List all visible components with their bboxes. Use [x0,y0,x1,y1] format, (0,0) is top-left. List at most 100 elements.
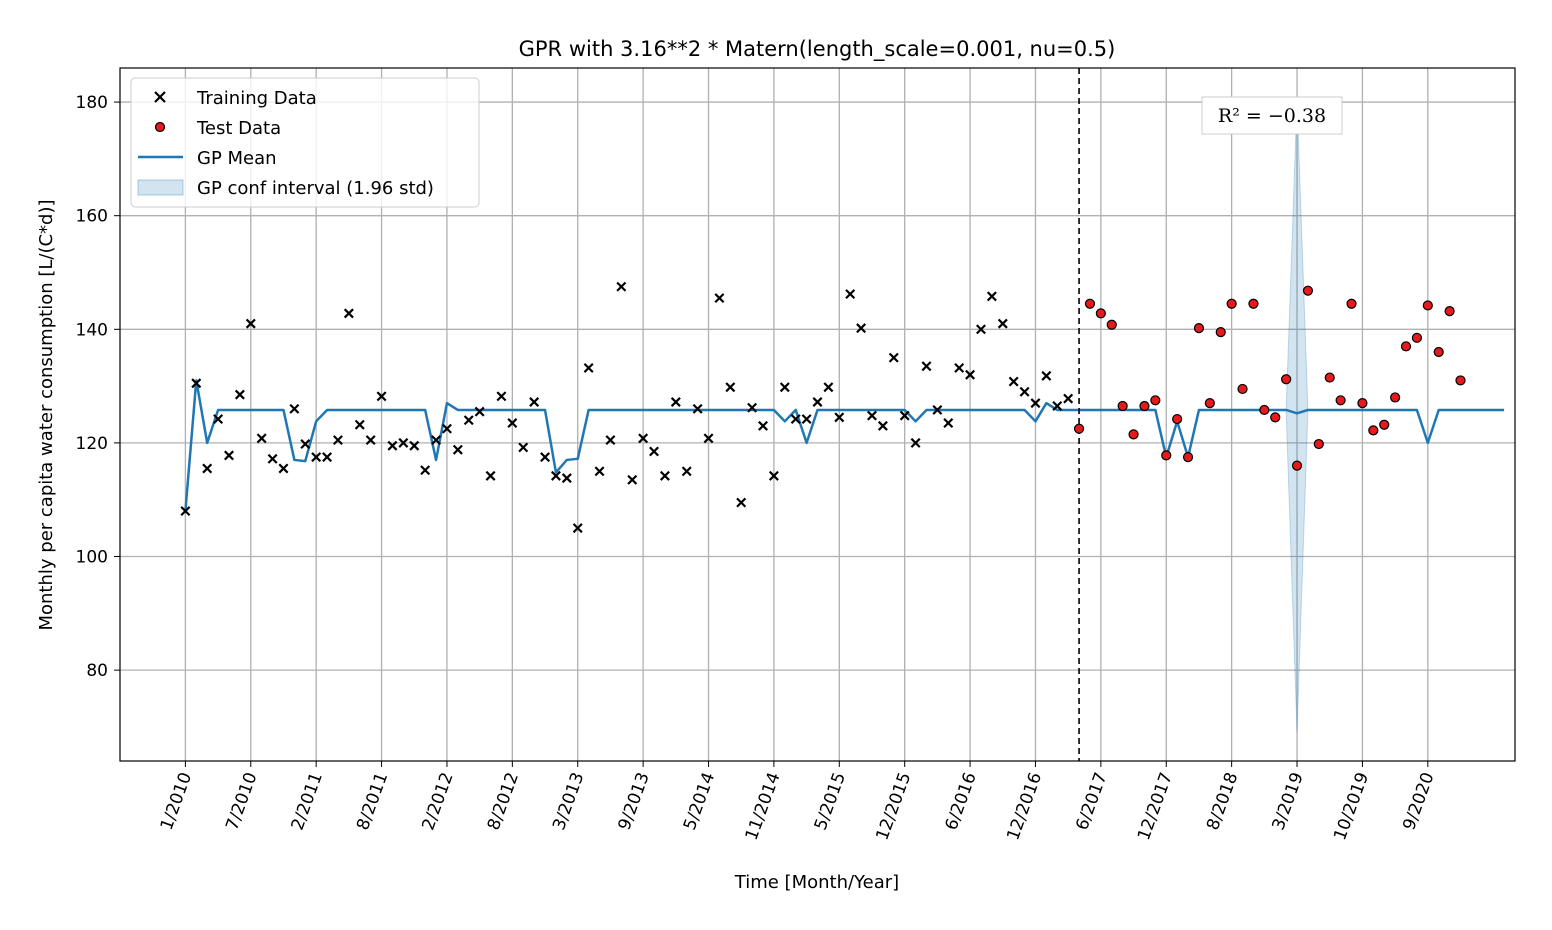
test-point [1095,308,1106,319]
training-point [659,470,670,481]
y-tick-label: 140 [76,320,108,340]
test-point [1368,425,1379,436]
x-tick-label: 8/2018 [1203,770,1242,833]
training-point [278,463,289,474]
training-point [779,382,790,393]
legend-marker-training [154,91,166,103]
training-point [234,389,245,400]
training-point [768,470,779,481]
test-point [1172,413,1183,425]
r2-annotation: R² = −0.38 [1201,96,1343,135]
training-point [725,382,736,393]
y-axis-label: Monthly per capita water consumption [L/… [36,199,57,630]
training-point [256,433,267,444]
training-point [496,391,507,402]
x-tick-label: 12/2015 [872,770,915,843]
training-point [224,450,234,461]
test-point [1291,460,1303,471]
legend-label-mean: GP Mean [197,148,277,169]
y-tick-label: 120 [76,434,108,454]
test-point [1281,374,1292,385]
test-point [1161,450,1172,461]
training-point [572,523,583,534]
training-point [311,452,322,463]
test-point [1204,398,1215,409]
training-point [703,433,714,444]
training-point [420,465,431,476]
training-point [202,463,213,474]
training-point [245,318,256,329]
x-tick-label: 8/2012 [484,770,523,833]
x-tick-label: 1/2010 [157,770,196,833]
test-point [1139,400,1150,412]
training-point [714,293,725,304]
x-tick-label: 11/2014 [742,770,785,843]
test-point [1390,392,1401,403]
training-point [616,281,627,292]
test-point [1324,372,1335,383]
training-point [561,473,572,484]
x-tick-label: 12/2017 [1134,770,1177,843]
confidence-band [1285,99,1309,733]
training-point [801,414,812,425]
training-point [888,352,899,363]
confidence-interval-area [1285,99,1309,733]
x-tick-label: 2/2012 [418,770,457,833]
training-point [812,397,823,407]
chart-title: GPR with 3.16**2 * Matern(length_scale=0… [519,37,1116,62]
legend-marker-test [154,121,166,133]
test-point [1357,398,1368,409]
x-tick-label: 5/2014 [680,770,719,833]
training-point [1030,398,1041,409]
x-tick-label: 9/2020 [1399,770,1438,833]
gp-mean-series [184,379,1505,512]
training-points [180,281,1074,534]
training-point [463,415,474,426]
training-point [518,442,529,453]
training-point [932,404,943,415]
test-point [1106,319,1117,330]
training-point [681,466,692,477]
x-tick-label: 7/2010 [222,770,261,833]
training-point [856,323,867,334]
training-point [398,437,409,448]
test-point [1270,412,1281,423]
training-point [300,439,311,450]
x-tick-label: 10/2019 [1330,770,1373,843]
training-point [986,291,997,302]
x-tick-label: 3/2013 [549,770,588,833]
test-point [1150,395,1161,406]
x-tick-label: 2/2011 [288,770,327,833]
test-point [1302,285,1314,296]
training-point [343,308,354,319]
y-tick-label: 100 [76,548,108,568]
training-point [289,403,300,414]
y-axis-ticks: 80 100 120 140 160 180 [76,93,120,681]
legend: Training Data Test Data GP Mean GP conf … [130,77,480,208]
test-point [1248,298,1259,309]
training-point [529,397,540,407]
test-point [1335,395,1346,406]
test-point [1259,404,1270,416]
training-point [867,410,877,421]
test-point [1128,429,1139,440]
x-axis-ticks: 1/2010 7/2010 2/2011 8/2011 2/2012 8/2012 3/20… [157,761,1439,843]
x-axis-label: Time [Month/Year] [734,872,899,893]
test-point [1084,298,1096,309]
test-point [1346,298,1357,309]
training-point [910,437,921,448]
training-point [877,420,888,431]
x-tick-label: 6/2016 [942,770,981,833]
legend-label-test: Test Data [196,118,281,139]
training-point [550,470,561,481]
training-point [790,414,801,425]
training-point [823,382,834,393]
training-point [409,440,420,451]
training-point [965,369,976,380]
test-point [1073,423,1085,434]
training-point [997,318,1008,329]
test-point [1182,452,1194,463]
training-point [267,453,278,464]
training-point [213,414,224,425]
